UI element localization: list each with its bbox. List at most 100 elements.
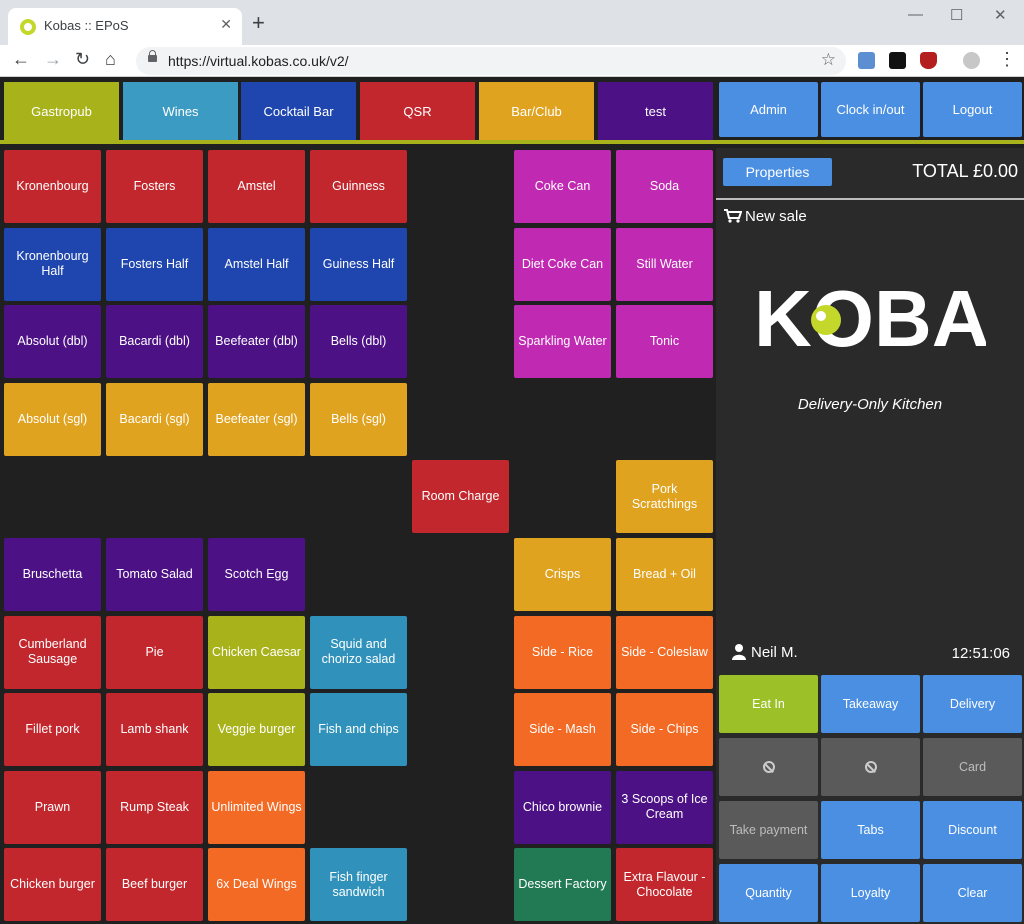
product-button-absolut-dbl[interactable]: Absolut (dbl) (4, 305, 101, 379)
discount-button[interactable]: Discount (923, 801, 1022, 859)
url-text: https://virtual.kobas.co.uk/v2/ (168, 53, 349, 69)
product-button-cumberland-sausage[interactable]: Cumberland Sausage (4, 615, 101, 689)
product-button-veggie-burger[interactable]: Veggie burger (208, 693, 305, 767)
product-button-beef-burger[interactable]: Beef burger (106, 848, 203, 922)
product-button-fosters-half[interactable]: Fosters Half (106, 227, 203, 301)
product-button-soda[interactable]: Soda (616, 150, 713, 223)
product-button-6x-deal-wings[interactable]: 6x Deal Wings (208, 848, 305, 922)
logout-button[interactable]: Logout (923, 82, 1022, 137)
tab-close-icon[interactable]: ✕ (220, 16, 232, 32)
product-button-beefeater-sgl[interactable]: Beefeater (sgl) (208, 382, 305, 456)
extension-window-icon[interactable] (858, 52, 875, 69)
quantity-button[interactable]: Quantity (719, 864, 818, 922)
product-button-dessert-factory[interactable]: Dessert Factory (514, 848, 611, 922)
product-button-scotch-egg[interactable]: Scotch Egg (208, 538, 305, 611)
category-tab-wines[interactable]: Wines (123, 82, 238, 140)
address-bar[interactable]: https://virtual.kobas.co.uk/v2/ ☆ (136, 47, 846, 75)
shopping-cart-icon (724, 209, 742, 223)
category-tab-bar-club[interactable]: Bar/Club (479, 82, 594, 140)
product-button-side-coleslaw[interactable]: Side - Coleslaw (616, 615, 713, 689)
browser-menu-icon[interactable]: ⋮ (998, 49, 1016, 69)
clear-button[interactable]: Clear (923, 864, 1022, 922)
product-button-3-scoops-of-ice-cream[interactable]: 3 Scoops of Ice Cream (616, 770, 713, 844)
product-button-kronenbourg[interactable]: Kronenbourg (4, 150, 101, 223)
category-tab-cocktail-bar[interactable]: Cocktail Bar (241, 82, 356, 140)
user-name: Neil M. (751, 644, 798, 661)
product-button-prawn[interactable]: Prawn (4, 770, 101, 844)
product-button-fish-and-chips[interactable]: Fish and chips (310, 693, 407, 767)
product-button-pork-scratchings[interactable]: Pork Scratchings (616, 460, 713, 534)
category-tab-gastropub[interactable]: Gastropub (4, 82, 119, 140)
product-button-beefeater-dbl[interactable]: Beefeater (dbl) (208, 305, 305, 379)
delivery-button[interactable]: Delivery (923, 675, 1022, 733)
panel-divider (716, 198, 1024, 200)
ublock-shield-icon[interactable] (920, 52, 937, 69)
product-button-bells-dbl[interactable]: Bells (dbl) (310, 305, 407, 379)
product-button-guinness[interactable]: Guinness (310, 150, 407, 223)
disabled-action-button[interactable] (719, 738, 818, 796)
eat-in-button[interactable]: Eat In (719, 675, 818, 733)
extension-v-icon[interactable] (889, 52, 906, 69)
product-button-extra-flavour-chocolate[interactable]: Extra Flavour - Chocolate (616, 848, 713, 922)
product-button-amstel[interactable]: Amstel (208, 150, 305, 223)
product-button-diet-coke-can[interactable]: Diet Coke Can (514, 227, 611, 301)
product-button-guiness-half[interactable]: Guiness Half (310, 227, 407, 301)
product-button-chicken-caesar[interactable]: Chicken Caesar (208, 615, 305, 689)
product-button-amstel-half[interactable]: Amstel Half (208, 227, 305, 301)
browser-toolbar: ← → ↻ ⌂ https://virtual.kobas.co.uk/v2/ … (0, 45, 1024, 77)
product-button-unlimited-wings[interactable]: Unlimited Wings (208, 770, 305, 844)
product-button-crisps[interactable]: Crisps (514, 538, 611, 611)
product-button-fillet-pork[interactable]: Fillet pork (4, 693, 101, 767)
home-icon[interactable]: ⌂ (105, 49, 116, 69)
product-button-side-mash[interactable]: Side - Mash (514, 693, 611, 767)
product-button-room-charge[interactable]: Room Charge (412, 460, 509, 534)
product-button-bacardi-sgl[interactable]: Bacardi (sgl) (106, 382, 203, 456)
product-button-lamb-shank[interactable]: Lamb shank (106, 693, 203, 767)
back-icon[interactable]: ← (12, 49, 30, 69)
product-button-tonic[interactable]: Tonic (616, 305, 713, 379)
product-button-side-chips[interactable]: Side - Chips (616, 693, 713, 767)
product-button-pie[interactable]: Pie (106, 615, 203, 689)
admin-button[interactable]: Admin (719, 82, 818, 137)
disabled-action-button[interactable] (821, 738, 920, 796)
category-tab-test[interactable]: test (598, 82, 713, 140)
product-button-still-water[interactable]: Still Water (616, 227, 713, 301)
card-button[interactable]: Card (923, 738, 1022, 796)
product-button-bread-oil[interactable]: Bread + Oil (616, 538, 713, 611)
minimize-icon[interactable]: — (908, 6, 923, 23)
take-payment-button[interactable]: Take payment (719, 801, 818, 859)
new-tab-button[interactable]: + (252, 10, 265, 35)
takeaway-button[interactable]: Takeaway (821, 675, 920, 733)
profile-avatar-icon[interactable] (963, 52, 980, 69)
bookmark-star-icon[interactable]: ☆ (820, 50, 836, 69)
product-button-rump-steak[interactable]: Rump Steak (106, 770, 203, 844)
product-button-sparkling-water[interactable]: Sparkling Water (514, 305, 611, 379)
forward-icon[interactable]: → (44, 49, 62, 69)
kobas-logo: KOBAS (754, 283, 986, 353)
product-button-chico-brownie[interactable]: Chico brownie (514, 770, 611, 844)
browser-tab[interactable]: Kobas :: EPoS ✕ (8, 8, 242, 45)
reload-icon[interactable]: ↻ (75, 49, 91, 69)
tabs-button[interactable]: Tabs (821, 801, 920, 859)
product-button-tomato-salad[interactable]: Tomato Salad (106, 538, 203, 611)
product-button-chicken-burger[interactable]: Chicken burger (4, 848, 101, 922)
clock-time: 12:51:06 (951, 645, 1010, 662)
maximize-icon[interactable]: ☐ (950, 7, 964, 24)
product-button-coke-can[interactable]: Coke Can (514, 150, 611, 223)
product-button-fish-finger-sandwich[interactable]: Fish finger sandwich (310, 848, 407, 922)
user-icon (732, 644, 746, 660)
product-button-bruschetta[interactable]: Bruschetta (4, 538, 101, 611)
clock-in-out-button[interactable]: Clock in/out (821, 82, 920, 137)
product-button-bacardi-dbl[interactable]: Bacardi (dbl) (106, 305, 203, 379)
loyalty-button[interactable]: Loyalty (821, 864, 920, 922)
product-button-kronenbourg-half[interactable]: Kronenbourg Half (4, 227, 101, 301)
product-button-absolut-sgl[interactable]: Absolut (sgl) (4, 382, 101, 456)
window-close-icon[interactable]: ✕ (994, 7, 1007, 24)
product-button-squid-and-chorizo-salad[interactable]: Squid and chorizo salad (310, 615, 407, 689)
svg-text:KOBAS: KOBAS (754, 283, 986, 353)
category-tab-qsr[interactable]: QSR (360, 82, 475, 140)
properties-button[interactable]: Properties (723, 158, 832, 186)
product-button-fosters[interactable]: Fosters (106, 150, 203, 223)
product-button-side-rice[interactable]: Side - Rice (514, 615, 611, 689)
product-button-bells-sgl[interactable]: Bells (sgl) (310, 382, 407, 456)
